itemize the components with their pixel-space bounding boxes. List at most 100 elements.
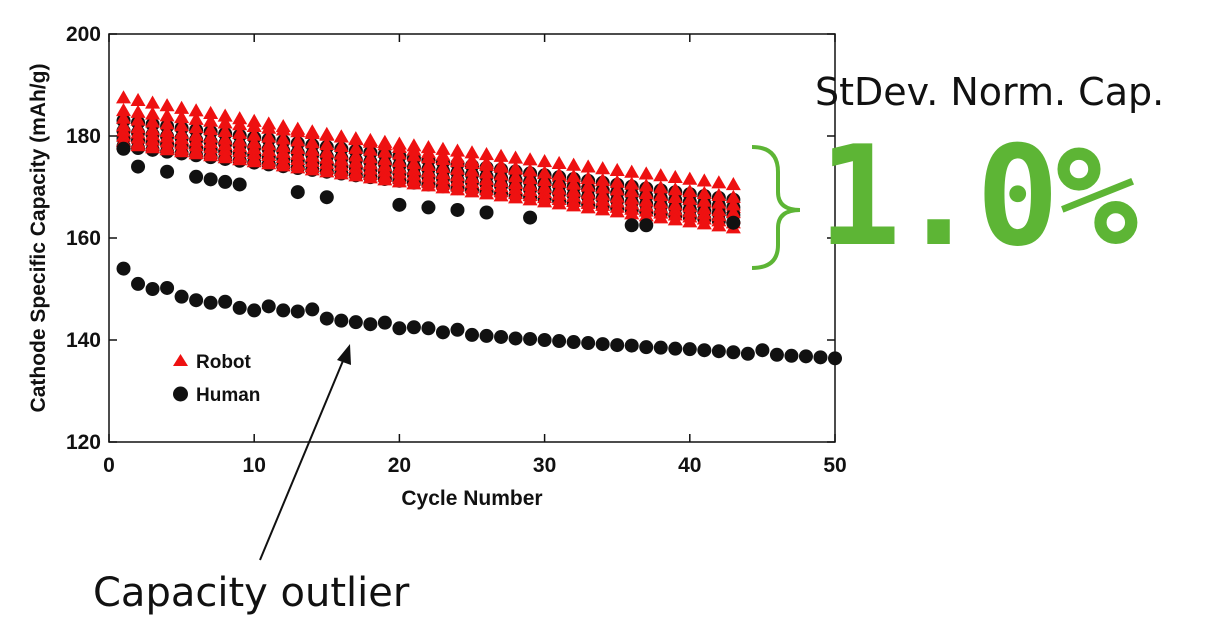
human-point [232,177,247,192]
robot-point [188,120,204,134]
robot-point [420,139,436,154]
robot-point [595,202,611,216]
robot-point [508,169,524,183]
robot-point [667,212,683,226]
human-outlier-point [624,338,639,353]
robot-point [188,103,204,117]
robot-point [725,189,741,203]
robot-point [566,176,582,190]
robot-point [377,144,393,158]
human-outlier-point [552,334,567,349]
x-tick-label: 0 [103,454,115,477]
robot-point [566,157,582,171]
robot-point [290,133,306,147]
robot-point [725,197,741,211]
robot-point [406,138,422,152]
robot-point [464,155,480,169]
robot-point [319,127,335,141]
legend: Robot Human [173,352,260,406]
robot-point [551,174,567,188]
legend-robot-label: Robot [196,352,252,373]
human-outlier-point [494,329,509,344]
y-tick-label: 120 [66,431,101,454]
human-outlier-point [668,341,683,356]
robot-point [551,167,567,181]
legend-human-label: Human [196,385,260,406]
robot-point [188,146,204,160]
robot-point [609,182,625,196]
axis-ticks: 0 10 20 30 40 50 120 140 160 180 200 [66,23,847,477]
human-outlier-point [595,337,610,352]
robot-point [159,142,175,156]
robot-point [653,168,669,182]
human-outlier-point [711,344,726,359]
robot-point [362,142,378,156]
robot-point [217,123,233,137]
robot-point [609,162,625,176]
human-outlier-point [508,331,523,346]
robot-point [130,104,146,118]
robot-point [304,162,320,176]
robot-point [130,92,146,106]
human-point [639,218,654,233]
robot-point [595,180,611,194]
human-outlier-point [784,348,799,363]
robot-point [537,165,553,179]
legend-robot-marker [173,354,188,366]
outlier-arrow [259,344,351,561]
human-outlier-point [319,311,334,326]
robot-point [522,163,538,177]
robot-point [537,154,553,168]
y-tick-label: 180 [66,125,101,148]
human-outlier-point [740,346,755,361]
human-outlier-point [174,289,189,304]
human-outlier-point [653,340,668,355]
human-outlier-point [218,294,233,309]
robot-point [203,113,219,127]
robot-point [624,184,640,198]
robot-point [391,146,407,160]
robot-point [682,184,698,198]
human-point [116,141,131,156]
robot-point [348,131,364,145]
robot-point [580,200,596,214]
human-outlier-point [232,300,247,315]
data-marks [116,90,842,366]
robot-point [145,95,161,109]
human-point [450,202,465,217]
robot-point [333,166,349,180]
robot-point [261,120,277,134]
human-outlier-point [769,347,784,362]
robot-point [145,106,161,120]
human-outlier-point [639,340,654,355]
robot-point [493,188,509,202]
robot-point [159,98,175,112]
human-point [319,190,334,205]
robot-point [624,206,640,220]
robot-point [406,148,422,162]
robot-point [304,135,320,149]
robot-point [261,156,277,170]
x-tick-label: 50 [823,454,846,477]
human-outlier-point [203,295,218,310]
human-outlier-point [450,322,465,337]
robot-point [159,108,175,122]
robot-point [232,117,248,131]
robot-point [290,124,306,138]
robot-point [580,159,596,173]
x-tick-label: 30 [533,454,556,477]
robot-point [522,152,538,166]
human-outlier-point [276,303,291,318]
robot-point [377,134,393,148]
human-outlier-point [189,293,204,308]
robot-point [508,150,524,164]
robot-point [624,164,640,178]
robot-point [319,164,335,178]
robot-point [493,148,509,162]
robot-point [537,194,553,208]
robot-point [479,186,495,200]
robot-point [464,145,480,159]
robot-point [116,110,132,124]
robot-point [696,216,712,230]
robot-point [696,173,712,187]
